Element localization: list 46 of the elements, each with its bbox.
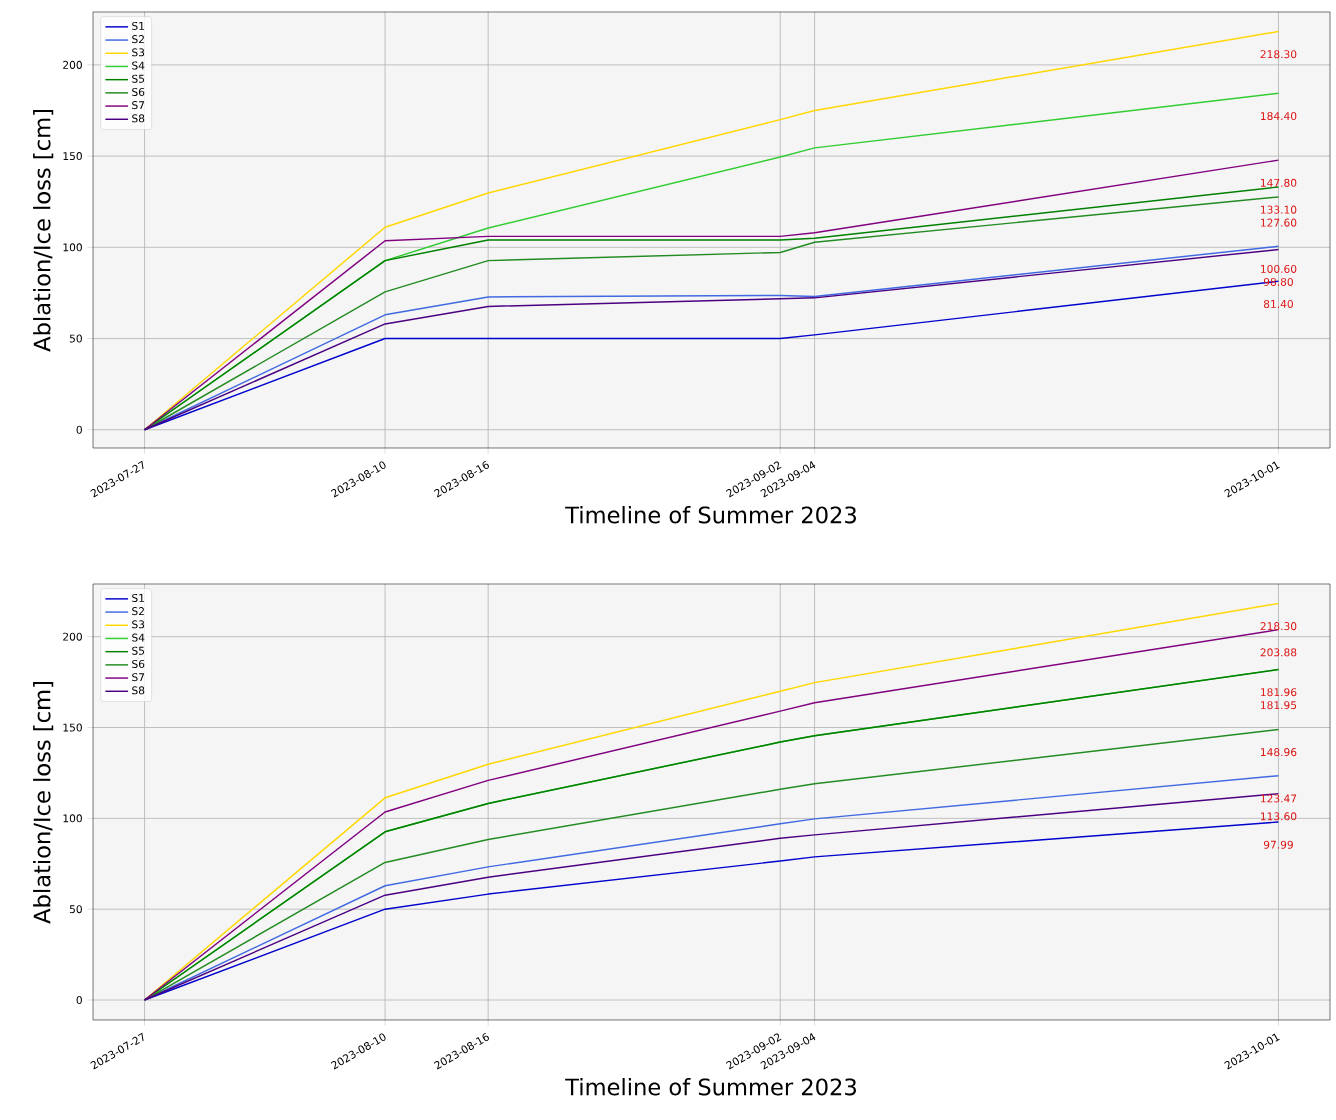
legend-label: S1: [132, 21, 144, 30]
legend-label: S3: [132, 48, 145, 57]
annotation: 184.40: [1261, 112, 1297, 121]
annotation: 113.60: [1261, 812, 1297, 821]
annotation: 147.80: [1261, 178, 1297, 187]
legend-label: S8: [132, 686, 145, 695]
annotation: 133.10: [1261, 205, 1297, 214]
legend-label: S1: [132, 593, 144, 602]
legend-label: S2: [132, 35, 144, 44]
legend-label: S4: [132, 633, 145, 642]
annotation: 181.96: [1261, 688, 1297, 697]
annotation: 97.99: [1263, 840, 1293, 849]
legend-label: S4: [132, 61, 145, 70]
y-tick-label: 50: [69, 334, 82, 343]
legend-label: S7: [132, 101, 145, 110]
legend-label: S5: [132, 646, 145, 655]
annotation: 218.30: [1260, 50, 1297, 59]
y-tick-label: 0: [76, 425, 82, 434]
legend-label: S2: [132, 607, 144, 616]
annotation: 100.60: [1261, 264, 1297, 273]
annotation: 98.80: [1263, 277, 1293, 286]
legend-label: S5: [132, 74, 145, 83]
y-tick-label: 200: [63, 632, 82, 641]
legend-label: S3: [132, 620, 145, 629]
y-tick-label: 150: [63, 723, 82, 732]
x-axis-title: Timeline of Summer 2023: [565, 1077, 856, 1096]
annotation: 181.95: [1261, 701, 1297, 710]
legend-label: S6: [132, 659, 145, 668]
y-tick-label: 100: [63, 814, 82, 823]
y-tick-label: 200: [63, 60, 82, 69]
legend-label: S7: [132, 673, 145, 682]
annotation: 218.30: [1260, 622, 1297, 631]
y-tick-label: 150: [63, 152, 82, 161]
annotation: 81.40: [1263, 299, 1293, 308]
annotation: 123.47: [1261, 794, 1297, 803]
y-tick-label: 100: [63, 243, 82, 252]
legend-label: S8: [132, 114, 145, 123]
annotation: 203.88: [1260, 648, 1297, 657]
legend-label: S6: [132, 87, 145, 96]
y-tick-label: 50: [69, 905, 82, 914]
annotation: 148.96: [1261, 748, 1297, 757]
y-tick-label: 0: [76, 995, 82, 1005]
y-axis-title: Ablation/Ice loss [cm]: [33, 682, 54, 924]
x-axis-title: Timeline of Summer 2023: [565, 505, 856, 524]
y-axis-title: Ablation/Ice loss [cm]: [33, 110, 54, 352]
annotation: 127.60: [1261, 218, 1297, 227]
